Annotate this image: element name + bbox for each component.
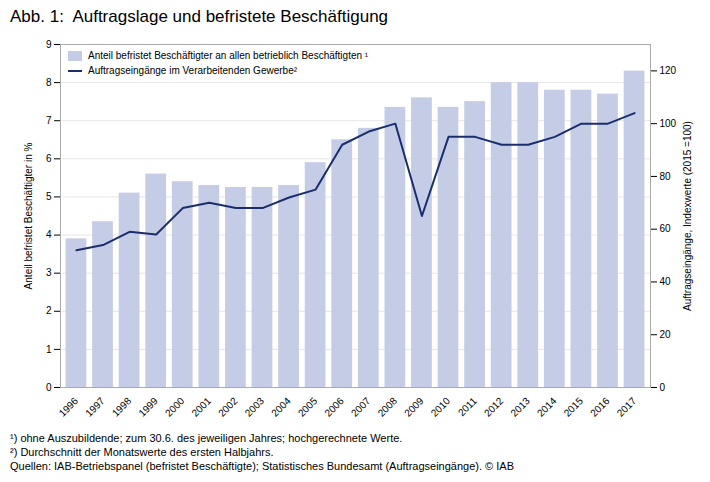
svg-text:9: 9 [46,39,52,50]
svg-text:2011: 2011 [456,395,479,418]
svg-text:60: 60 [660,223,672,234]
svg-text:7: 7 [46,115,52,126]
svg-text:2001: 2001 [189,395,213,419]
svg-text:6: 6 [46,153,52,164]
svg-text:0: 0 [660,382,666,393]
svg-text:40: 40 [660,276,672,287]
svg-text:2008: 2008 [376,395,400,419]
html-text:Quellen: IAB-Betriebspanel (be: Quellen: IAB-Betriebspanel (befristet Be… [10,460,514,472]
svg-text:1: 1 [46,344,52,355]
svg-text:100: 100 [660,118,677,129]
svg-text:2017: 2017 [615,395,639,419]
svg-text:Auftragseingänge, Indexwerte (: Auftragseingänge, Indexwerte (2015 =100) [682,121,693,311]
svg-text:120: 120 [660,65,677,76]
svg-text:2010: 2010 [429,395,453,419]
svg-text:1996: 1996 [57,395,81,419]
svg-text:20: 20 [660,329,672,340]
html-text:Abb. 1: Auftragslage und befri: Abb. 1: Auftragslage und befristete Besc… [10,7,388,26]
svg-text:8: 8 [46,77,52,88]
svg-text:1998: 1998 [110,395,134,419]
svg-text:2013: 2013 [508,395,532,419]
svg-text:2015: 2015 [562,395,586,419]
html-text:²) Durchschnitt der Monatswert: ²) Durchschnitt der Monatswerte des erst… [10,446,274,458]
svg-text:2004: 2004 [269,395,293,419]
svg-text:5: 5 [46,191,52,202]
svg-text:2012: 2012 [482,395,506,419]
svg-text:2009: 2009 [402,395,426,419]
svg-text:2002: 2002 [216,395,240,419]
svg-text:2: 2 [46,305,52,316]
svg-text:1999: 1999 [136,395,160,419]
html-text:Anteil befristet Beschäftigter: Anteil befristet Beschäftigter an allen … [88,50,369,61]
svg-text:2014: 2014 [535,395,559,419]
svg-text:4: 4 [46,229,52,240]
svg-text:2016: 2016 [588,395,612,419]
html-text:Auftragseingänge im Verarbeite: Auftragseingänge im Verarbeitenden Gewer… [88,65,297,76]
svg-text:2005: 2005 [296,395,320,419]
svg-text:2006: 2006 [322,395,346,419]
svg-text:Anteil befristet Beschäftigter: Anteil befristet Beschäftigter in % [23,143,34,290]
svg-text:80: 80 [660,171,672,182]
svg-text:2000: 2000 [163,395,187,419]
svg-text:2007: 2007 [349,395,373,419]
svg-text:0: 0 [46,382,52,393]
svg-text:1997: 1997 [83,395,107,419]
svg-text:3: 3 [46,267,52,278]
html-text:¹) ohne Auszubildende; zum 30.: ¹) ohne Auszubildende; zum 30.6. des jew… [10,432,403,444]
svg-text:2003: 2003 [243,395,267,419]
